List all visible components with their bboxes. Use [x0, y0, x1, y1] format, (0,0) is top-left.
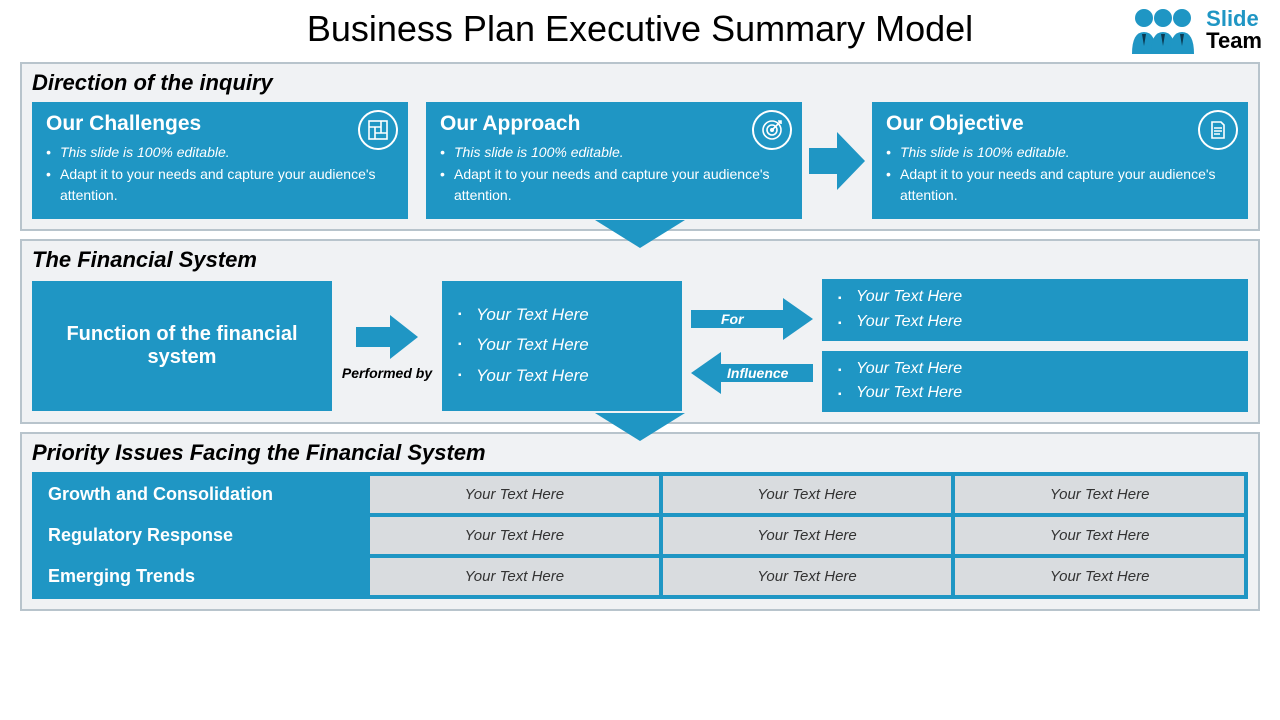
- page-title: Business Plan Executive Summary Model: [0, 0, 1280, 54]
- arrow-influence: Influence: [687, 350, 817, 396]
- table-row: Emerging Trends Your Text Here Your Text…: [36, 558, 1244, 595]
- arrow-right-icon: [352, 311, 422, 363]
- issue-cell: Your Text Here: [663, 476, 952, 513]
- issue-cell: Your Text Here: [370, 517, 659, 554]
- card-objective: Our Objective This slide is 100% editabl…: [872, 102, 1248, 219]
- logo-text-2: Team: [1206, 30, 1262, 52]
- card-bullet: Adapt it to your needs and capture your …: [46, 164, 394, 207]
- issue-cell: Your Text Here: [663, 517, 952, 554]
- right-top-box: Your Text Here Your Text Here: [822, 279, 1248, 341]
- arrow-down-icon: [595, 220, 685, 255]
- card-bullet: This slide is 100% editable.: [886, 142, 1234, 164]
- list-item: Your Text Here: [834, 357, 1236, 382]
- list-item: Your Text Here: [454, 330, 670, 361]
- section-financial-system: The Financial System Function of the fin…: [20, 239, 1260, 424]
- slideteam-logo: Slide Team: [1128, 6, 1262, 54]
- list-item: Your Text Here: [834, 310, 1236, 335]
- performed-by-label: Performed by: [342, 365, 432, 381]
- list-item: Your Text Here: [834, 285, 1236, 310]
- card-challenges: Our Challenges This slide is 100% editab…: [32, 102, 408, 219]
- table-row: Regulatory Response Your Text Here Your …: [36, 517, 1244, 554]
- arrow-down-icon: [595, 413, 685, 448]
- card-objective-title: Our Objective: [886, 112, 1234, 136]
- list-item: Your Text Here: [454, 300, 670, 331]
- issue-cell: Your Text Here: [370, 558, 659, 595]
- issue-cell: Your Text Here: [955, 517, 1244, 554]
- issues-table: Growth and Consolidation Your Text Here …: [32, 472, 1248, 599]
- mid-box: Your Text Here Your Text Here Your Text …: [442, 281, 682, 411]
- card-approach-title: Our Approach: [440, 112, 788, 136]
- card-challenges-title: Our Challenges: [46, 112, 394, 136]
- issue-cell: Your Text Here: [370, 476, 659, 513]
- card-bullet: Adapt it to your needs and capture your …: [886, 164, 1234, 207]
- card-bullet: This slide is 100% editable.: [46, 142, 394, 164]
- right-bottom-box: Your Text Here Your Text Here: [822, 351, 1248, 413]
- issue-label: Emerging Trends: [36, 558, 366, 595]
- arrow-right-icon: [802, 102, 872, 219]
- function-box: Function of the financial system: [32, 281, 332, 411]
- list-item: Your Text Here: [834, 381, 1236, 406]
- logo-text-1: Slide: [1206, 8, 1262, 30]
- section-priority-issues: Priority Issues Facing the Financial Sys…: [20, 432, 1260, 611]
- card-bullet: This slide is 100% editable.: [440, 142, 788, 164]
- list-item: Your Text Here: [454, 361, 670, 392]
- issue-cell: Your Text Here: [663, 558, 952, 595]
- issue-cell: Your Text Here: [955, 558, 1244, 595]
- issue-cell: Your Text Here: [955, 476, 1244, 513]
- arrow-for: For: [687, 296, 817, 342]
- table-row: Growth and Consolidation Your Text Here …: [36, 476, 1244, 513]
- influence-label: Influence: [727, 365, 788, 381]
- section-direction: Direction of the inquiry Our Challenges …: [20, 62, 1260, 231]
- people-icon: [1128, 6, 1198, 54]
- arrow-right-icon: [687, 296, 817, 342]
- issue-label: Regulatory Response: [36, 517, 366, 554]
- card-approach: Our Approach This slide is 100% editable…: [426, 102, 802, 219]
- for-label: For: [721, 311, 744, 327]
- card-bullet: Adapt it to your needs and capture your …: [440, 164, 788, 207]
- issue-label: Growth and Consolidation: [36, 476, 366, 513]
- section-direction-title: Direction of the inquiry: [32, 70, 1248, 96]
